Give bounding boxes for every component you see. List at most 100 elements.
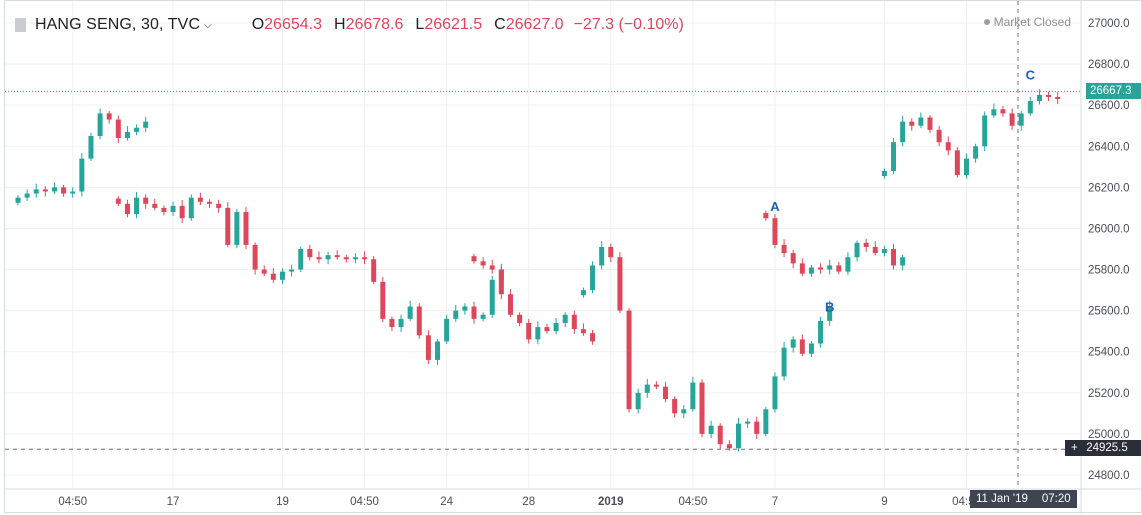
candle-body <box>580 290 586 296</box>
candle-body <box>763 213 769 219</box>
candle-body <box>134 127 140 132</box>
candle-body <box>936 129 942 143</box>
candle-body <box>143 197 149 204</box>
candle-body <box>352 257 358 260</box>
candle-body <box>261 269 267 274</box>
candle-body <box>608 246 614 258</box>
crosshair-price-tag: + 24925.5 <box>1065 440 1141 456</box>
flag-icon <box>15 18 26 32</box>
candle-body <box>553 322 559 332</box>
candle-body <box>115 198 121 204</box>
x-tick-label: 7 <box>772 496 778 508</box>
candle-body <box>416 306 422 336</box>
y-tick-label: 26000.0 <box>1088 223 1130 235</box>
candle-body <box>61 187 67 194</box>
crosshair-date: 11 Jan '19 <box>976 493 1028 505</box>
candle-body <box>735 423 741 449</box>
candle-body <box>781 244 787 254</box>
candle-body <box>836 265 842 272</box>
chart-frame[interactable]: 27000.0 26800.0 26600.0 26400.0 26200.0 26000… <box>4 0 1142 514</box>
candle-body <box>124 203 130 215</box>
y-tick-label: 26200.0 <box>1088 182 1130 194</box>
candle-body <box>243 212 249 245</box>
candle-body <box>663 386 669 399</box>
candle-body <box>15 197 21 203</box>
candle-body <box>489 265 495 270</box>
candle-body <box>498 269 504 295</box>
candle-body <box>325 255 331 260</box>
candle-body <box>225 207 231 245</box>
candle-body <box>480 314 486 319</box>
candle-body <box>197 197 203 202</box>
candle-body <box>216 203 222 208</box>
x-tick-label: 9 <box>881 496 887 508</box>
candle-body <box>1036 94 1042 102</box>
candle-body <box>818 267 824 270</box>
candle-body <box>635 392 641 410</box>
price-chart[interactable]: 27000.0 26800.0 26600.0 26400.0 26200.0 26000… <box>5 1 1142 514</box>
symbol-title[interactable]: HANG SENG, 30, TVC <box>35 16 201 33</box>
candle-body <box>106 113 112 120</box>
candle-body <box>699 382 705 434</box>
candle-body <box>790 253 796 264</box>
candle-body <box>526 322 532 340</box>
candle-body <box>909 121 915 126</box>
wave-annotation-label: A <box>770 199 780 214</box>
candle-body <box>863 242 869 247</box>
candle-body <box>389 318 395 328</box>
candle-body <box>270 273 276 280</box>
candle-body <box>544 327 550 332</box>
plus-icon[interactable]: + <box>1071 442 1078 454</box>
candle-body <box>298 249 304 270</box>
candle-body <box>754 421 760 434</box>
candle-body <box>371 259 377 282</box>
chevron-down-icon[interactable]: ⌵ <box>204 19 212 31</box>
candle-body <box>772 218 778 245</box>
candle-body <box>1018 113 1024 126</box>
candle-body <box>188 197 194 219</box>
candle-body <box>170 205 176 213</box>
candle-body <box>745 421 751 424</box>
candle-body <box>580 329 586 334</box>
candle-body <box>517 314 523 323</box>
candle-body <box>672 398 678 414</box>
close-value: 26627.0 <box>505 16 564 33</box>
candle-body <box>88 136 94 159</box>
candle-body <box>398 318 404 328</box>
status-dot-icon <box>983 19 990 25</box>
candle-body <box>571 314 577 330</box>
close-label: C <box>494 16 506 33</box>
candle-body <box>307 249 313 258</box>
candle-body <box>690 382 696 410</box>
candle-body <box>489 279 495 315</box>
open-label: O <box>251 16 265 33</box>
candle-body <box>161 207 167 213</box>
high-label: H <box>334 16 346 33</box>
x-tick-label: 2019 <box>598 496 624 508</box>
candle-body <box>708 425 714 434</box>
change-value: −27.3 (−0.10%) <box>573 16 684 33</box>
candle-body <box>97 113 103 136</box>
x-tick-label: 28 <box>522 496 535 508</box>
x-tick-label: 19 <box>276 496 289 508</box>
candle-body <box>289 269 295 272</box>
candle-body <box>279 271 285 280</box>
candle-body <box>42 189 48 192</box>
candle-body <box>115 119 121 139</box>
candle-body <box>827 306 833 321</box>
candle-body <box>252 244 258 270</box>
candle-body <box>963 158 969 176</box>
candle-body <box>152 203 158 208</box>
candle-body <box>881 170 887 177</box>
y-tick-label: 25000.0 <box>1088 429 1130 441</box>
candle-body <box>799 339 805 354</box>
candle-body <box>343 257 349 260</box>
candle-body <box>535 327 541 340</box>
candle-body <box>362 257 368 260</box>
candle-body <box>480 261 486 266</box>
candle-body <box>143 121 149 128</box>
candle-body <box>1000 109 1006 114</box>
candle-body <box>818 320 824 344</box>
candle-body <box>134 197 140 215</box>
candle-body <box>808 267 814 274</box>
